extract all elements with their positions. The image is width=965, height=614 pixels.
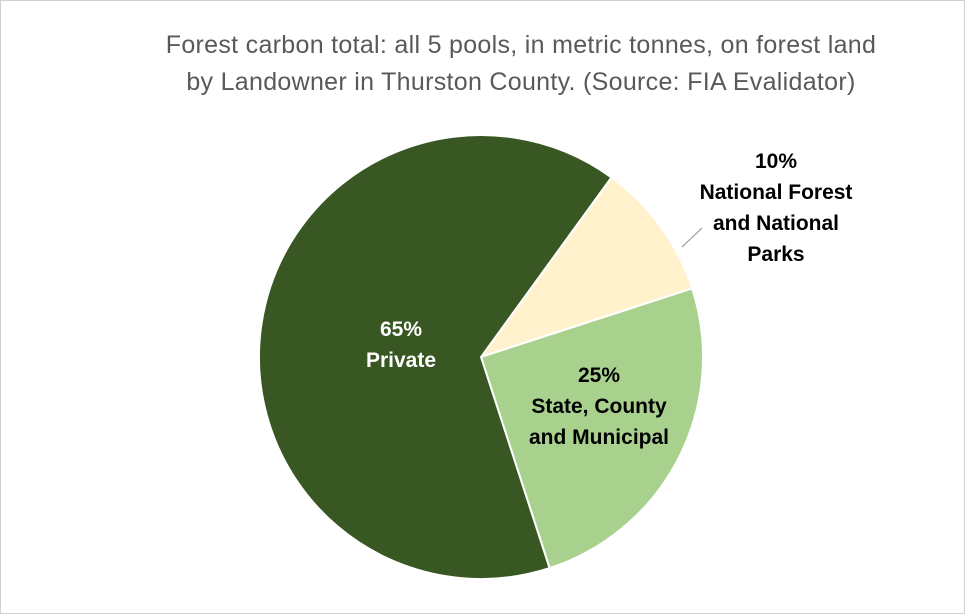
chart-title-line-1: Forest carbon total: all 5 pools, in met… (165, 31, 877, 59)
chart-title-line-2: by Landowner in Thurston County. (Source… (186, 68, 856, 96)
pie-slice-1 (479, 287, 704, 570)
slice-name-label-0: National Forest (700, 181, 853, 204)
slice-percent-label-0: 10% (755, 150, 797, 173)
slice-name-label-2: Private (366, 349, 436, 372)
slice-name-label-0: and National (713, 212, 839, 235)
slice-percent-label-2: 65% (380, 318, 422, 341)
slice-name-label-0: Parks (747, 243, 804, 266)
pie-slice-2 (258, 134, 613, 580)
pie-slices (258, 134, 704, 580)
slice-percent-label-1: 25% (578, 364, 620, 387)
pie-slice-0 (478, 176, 694, 359)
chart-title: Forest carbon total: all 5 pools, in met… (121, 27, 921, 101)
leader-lines (681, 227, 703, 248)
slice-name-label-1: State, County (531, 395, 667, 418)
slice-labels: 10% National Forest and National Parks 25% St… (366, 150, 852, 449)
leader-line-0 (681, 227, 703, 248)
slice-name-label-1: and Municipal (529, 426, 669, 449)
